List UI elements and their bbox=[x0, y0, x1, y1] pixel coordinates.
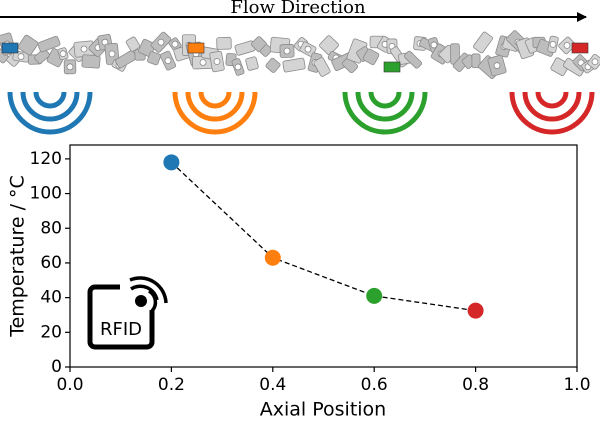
pellet bbox=[471, 53, 481, 69]
wave-arc bbox=[368, 91, 402, 109]
pellet-hole bbox=[234, 63, 242, 71]
wave-arc bbox=[198, 91, 232, 109]
data-point bbox=[467, 302, 484, 319]
packed-bed bbox=[0, 30, 600, 79]
wave-arc bbox=[172, 91, 258, 135]
y-axis-title: Temperature / °C bbox=[7, 175, 29, 338]
flow-label: Flow Direction bbox=[230, 0, 366, 18]
pellet bbox=[147, 51, 161, 66]
pellet-hole bbox=[563, 41, 571, 49]
pellet-hole bbox=[430, 41, 438, 49]
pellet bbox=[259, 44, 273, 57]
pellet-hole bbox=[164, 57, 172, 65]
pellet-hole bbox=[213, 58, 221, 65]
y-tick-label: 0 bbox=[51, 357, 62, 377]
wave-arc bbox=[20, 91, 80, 122]
data-point bbox=[366, 287, 383, 304]
pellet bbox=[17, 34, 39, 56]
plot-frame bbox=[69, 144, 578, 368]
x-axis-title: Axial Position bbox=[260, 399, 386, 421]
wave-arc bbox=[7, 91, 93, 135]
y-tick-label: 20 bbox=[40, 322, 62, 342]
x-tick-label: 0.0 bbox=[56, 375, 83, 395]
x-tick-label: 0.6 bbox=[361, 375, 388, 395]
wave-arc bbox=[509, 91, 595, 135]
wave-arc bbox=[185, 91, 245, 122]
pellet-hole bbox=[549, 41, 557, 48]
pellet bbox=[34, 48, 50, 64]
icon-label: RFID bbox=[100, 319, 142, 340]
pellet-hole bbox=[17, 53, 25, 60]
pellet bbox=[245, 56, 259, 71]
wave-arc bbox=[355, 91, 415, 122]
x-tick-label: 0.2 bbox=[158, 375, 185, 395]
sensor bbox=[187, 42, 205, 54]
x-tick-label: 0.4 bbox=[259, 375, 286, 395]
pellet-hole bbox=[304, 45, 312, 53]
pellet bbox=[81, 54, 101, 69]
y-tick-label: 120 bbox=[30, 149, 62, 169]
wave-arc bbox=[522, 91, 582, 122]
pellet-hole bbox=[157, 38, 165, 46]
x-tick-label: 1.0 bbox=[563, 375, 590, 395]
y-tick-label: 80 bbox=[40, 218, 62, 238]
pellet-hole bbox=[591, 58, 599, 66]
pellet bbox=[282, 57, 306, 73]
pellet bbox=[265, 57, 281, 73]
y-tick-label: 40 bbox=[40, 288, 62, 308]
y-tick-label: 100 bbox=[30, 184, 62, 204]
connector-line bbox=[170, 161, 476, 312]
pellet-hole bbox=[171, 40, 179, 48]
wave-arc bbox=[342, 91, 428, 135]
pellet bbox=[216, 36, 232, 50]
pellet bbox=[403, 50, 423, 69]
wave-arc bbox=[535, 91, 569, 109]
pellet-hole bbox=[66, 63, 74, 71]
pellet-hole bbox=[493, 62, 501, 69]
data-point bbox=[163, 154, 180, 171]
pellet-hole bbox=[283, 47, 291, 55]
data-point bbox=[264, 249, 281, 266]
pellet bbox=[319, 35, 339, 56]
sensor bbox=[383, 61, 401, 73]
pellet-hole bbox=[108, 50, 116, 58]
sensor bbox=[571, 42, 589, 54]
pellet-hole bbox=[199, 59, 207, 66]
pellet-hole bbox=[80, 45, 88, 53]
pellet bbox=[313, 57, 331, 77]
pellet bbox=[362, 48, 380, 66]
rfid-icon: RFID bbox=[87, 276, 168, 350]
rfid-waves bbox=[7, 91, 595, 135]
sensor bbox=[1, 42, 19, 54]
pellet-hole bbox=[59, 50, 67, 58]
pellet bbox=[37, 35, 61, 53]
y-tick-label: 60 bbox=[40, 253, 62, 273]
wave-arc bbox=[33, 91, 67, 109]
pellet bbox=[473, 31, 493, 54]
x-tick-label: 0.8 bbox=[462, 375, 489, 395]
